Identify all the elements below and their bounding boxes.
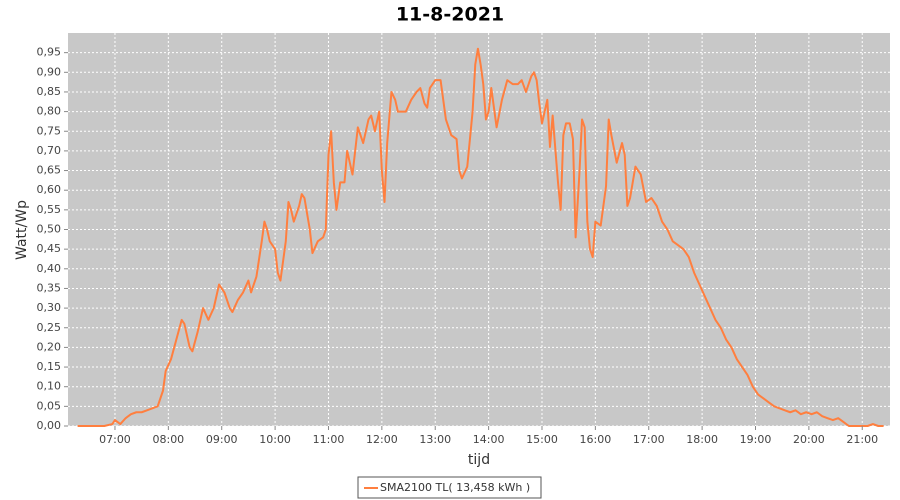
y-tick-label: 0,45 [37, 242, 62, 255]
x-tick-label: 18:00 [686, 433, 718, 446]
y-tick-label: 0,05 [37, 399, 62, 412]
x-tick-label: 16:00 [580, 433, 612, 446]
y-tick-label: 0,50 [37, 223, 62, 236]
grid [68, 33, 890, 427]
legend-label: SMA2100 TL( 13,458 kWh ) [380, 481, 530, 494]
x-tick-label: 12:00 [366, 433, 398, 446]
x-tick-label: 11:00 [313, 433, 345, 446]
y-tick-label: 0,65 [37, 164, 62, 177]
y-tick-label: 0,25 [37, 321, 62, 334]
chart-title: 11-8-2021 [396, 4, 504, 26]
x-axis-label: tijd [468, 452, 490, 468]
x-tick-label: 19:00 [740, 433, 772, 446]
x-tick-label: 09:00 [206, 433, 238, 446]
y-tick-label: 0,70 [37, 144, 62, 157]
data-line [77, 47, 884, 427]
y-tick-label: 0,60 [37, 183, 62, 196]
y-axis-label: Watt/Wp [14, 200, 30, 260]
x-tick-label: 15:00 [526, 433, 558, 446]
y-tick-label: 0,15 [37, 360, 62, 373]
x-tick-label: 21:00 [846, 433, 878, 446]
y-tick-label: 0,00 [37, 419, 62, 432]
x-tick-label: 10:00 [259, 433, 291, 446]
y-tick-label: 0,75 [37, 124, 62, 137]
y-tick-label: 0,35 [37, 281, 62, 294]
lines [77, 47, 884, 427]
plot-area [68, 33, 890, 426]
x-tick-label: 13:00 [419, 433, 451, 446]
x-tick-label: 14:00 [473, 433, 505, 446]
x-tick-label: 07:00 [99, 433, 131, 446]
y-tick-label: 0,85 [37, 85, 62, 98]
legend-box [357, 476, 542, 499]
y-tick-label: 0,30 [37, 301, 62, 314]
x-tick-label: 08:00 [152, 433, 184, 446]
y-tick-label: 0,80 [37, 105, 62, 118]
x-tick-label: 20:00 [793, 433, 825, 446]
y-tick-label: 0,20 [37, 340, 62, 353]
y-tick-label: 0,55 [37, 203, 62, 216]
y-tick-label: 0,40 [37, 262, 62, 275]
y-tick-label: 0,10 [37, 380, 62, 393]
x-tick-label: 17:00 [633, 433, 665, 446]
y-tick-label: 0,95 [37, 46, 62, 59]
y-tick-label: 0,90 [37, 65, 62, 78]
